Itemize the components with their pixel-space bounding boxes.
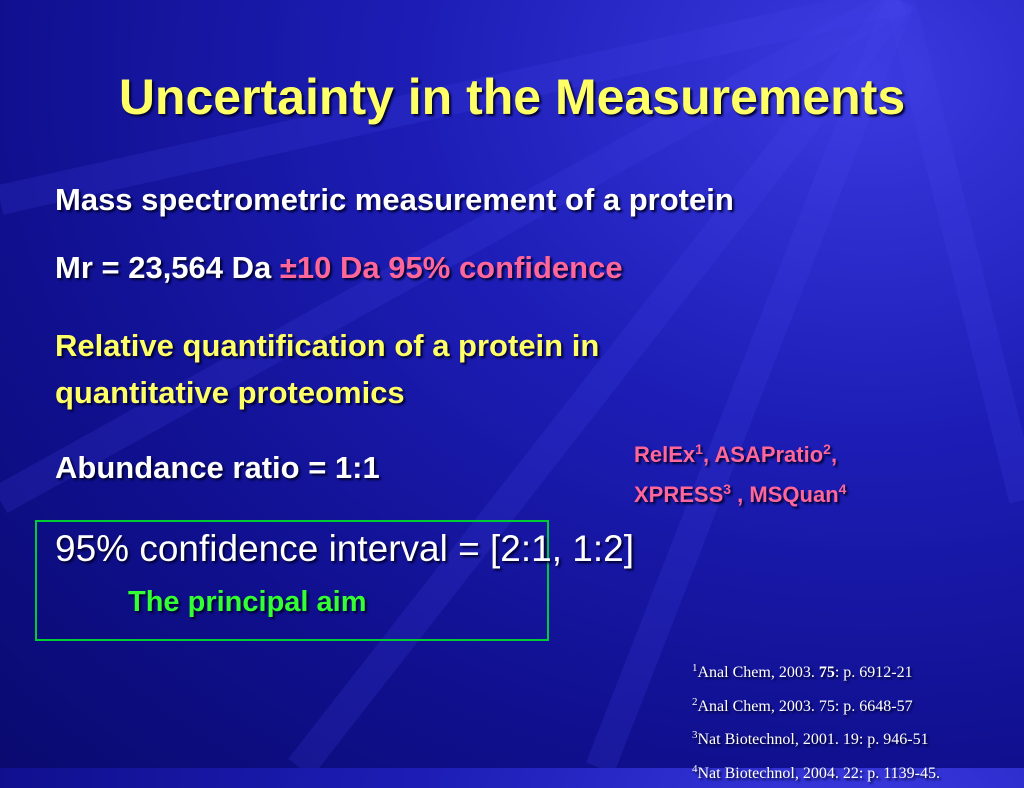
separator: , <box>831 442 837 467</box>
ref-text: Anal Chem, 2003. 75: p. 6648-57 <box>698 698 913 715</box>
ref-text: Anal Chem, 2003. <box>698 664 819 681</box>
mass-value: Mr = 23,564 Da <box>55 250 271 285</box>
text-line: Mr = 23,564 Da ±10 Da 95% confidence <box>55 250 623 286</box>
separator: , <box>703 442 714 467</box>
confidence: 95% confidence <box>388 250 622 285</box>
aim-text: The principal aim <box>128 586 367 619</box>
interval-text: 95% confidence interval = [2:1, 1:2] <box>55 528 634 570</box>
tool-name: ASAPratio <box>714 442 823 467</box>
tool-ref: 2 <box>823 441 831 457</box>
reference: 2Anal Chem, 2003. 75: p. 6648-57 <box>692 688 940 722</box>
text-line: Abundance ratio = 1:1 <box>55 450 380 486</box>
slide-title: Uncertainty in the Measurements <box>0 68 1024 126</box>
slide: Uncertainty in the Measurements Mass spe… <box>0 0 1024 768</box>
ref-text: Nat Biotechnol, 2004. 22: p. 1139-45. <box>698 765 941 782</box>
tool-ref: 3 <box>723 481 731 497</box>
tools-list: RelEx1, ASAPratio2, XPRESS3 , MSQuan4 <box>634 432 846 512</box>
tool-ref: 4 <box>839 481 847 497</box>
reference: 1Anal Chem, 2003. 75: p. 6912-21 <box>692 654 940 688</box>
text-line: Mass spectrometric measurement of a prot… <box>55 182 734 218</box>
tool-name: MSQuan <box>749 482 838 507</box>
ref-text: : p. 6912-21 <box>835 664 913 681</box>
tool-ref: 1 <box>695 441 703 457</box>
reference: 3Nat Biotechnol, 2001. 19: p. 946-51 <box>692 721 940 755</box>
ref-text: Nat Biotechnol, 2001. 19: p. 946-51 <box>698 731 929 748</box>
ref-volume: 75 <box>819 664 835 681</box>
reference: 4Nat Biotechnol, 2004. 22: p. 1139-45. <box>692 755 940 788</box>
mass-error: ±10 Da <box>280 250 380 285</box>
tool-name: RelEx <box>634 442 695 467</box>
tool-name: XPRESS <box>634 482 723 507</box>
text-line: quantitative proteomics <box>55 375 405 411</box>
text-line: Relative quantification of a protein in <box>55 328 599 364</box>
separator: , <box>731 482 749 507</box>
